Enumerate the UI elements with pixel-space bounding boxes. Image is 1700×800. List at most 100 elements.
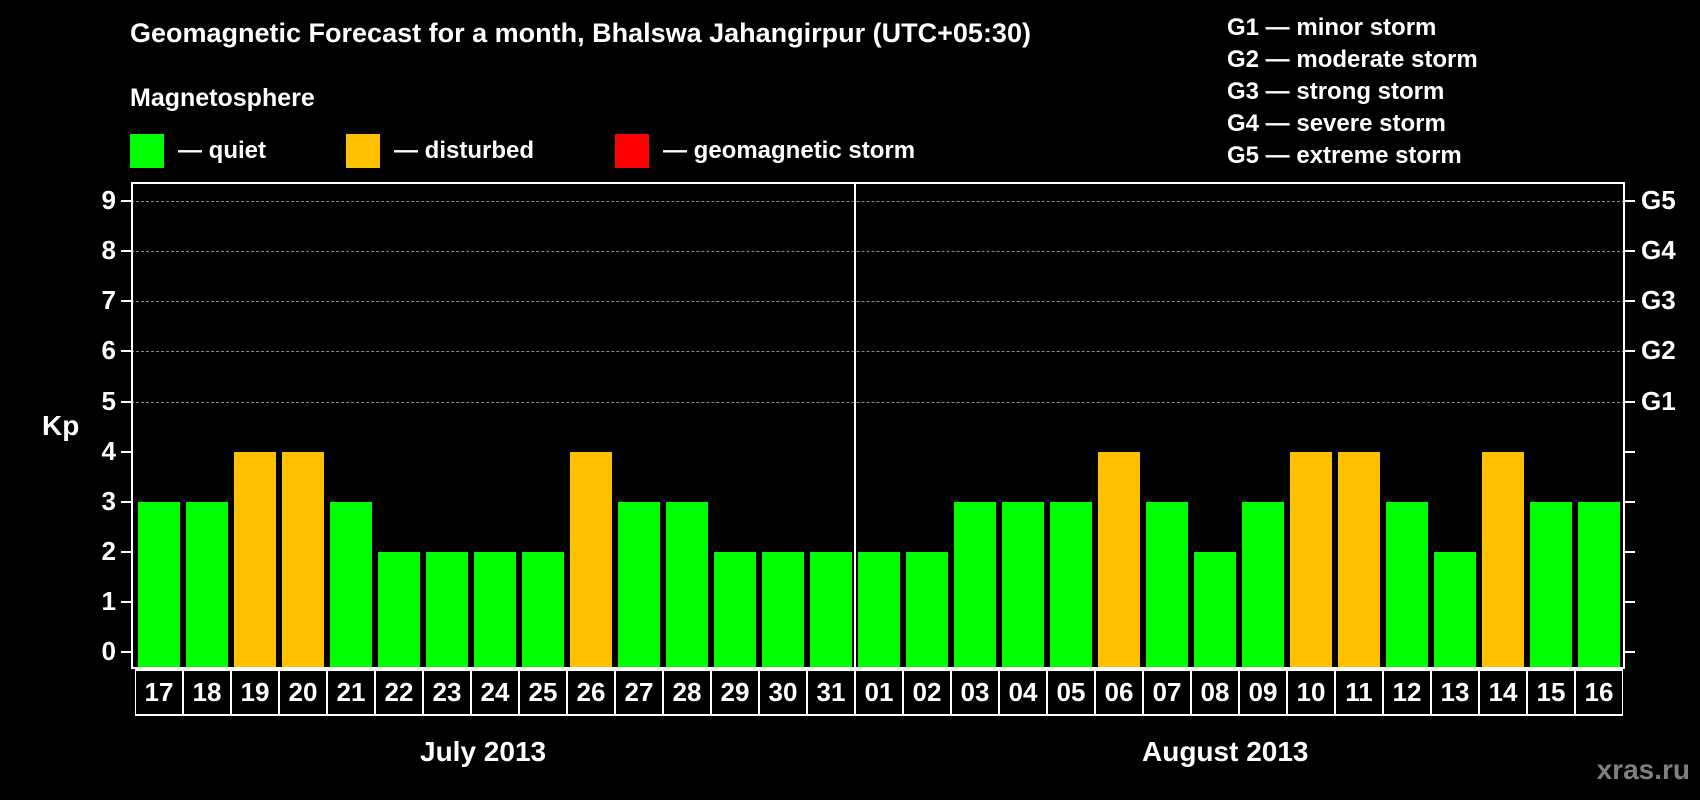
kp-bar [858,552,900,667]
kp-bar [1578,502,1620,667]
kp-bar [138,502,180,667]
y-tick-label: 4 [101,436,116,466]
legend-disturbed-label: — disturbed [394,137,535,164]
date-cell: 10 [1287,669,1335,716]
kp-bar [330,502,372,667]
storm-scale-g3: G3 — strong storm [1227,78,1445,105]
storm-level-label: G3 [1641,285,1676,315]
kp-bar [234,452,276,667]
y-tick-left [121,250,131,252]
date-cell: 22 [375,669,423,716]
date-cell: 24 [471,669,519,716]
kp-bar [666,502,708,667]
month-label-july: July 2013 [420,736,547,767]
date-cell: 20 [279,669,327,716]
date-cell: 23 [423,669,471,716]
y-tick-right [1625,551,1635,553]
kp-bar [282,452,324,667]
storm-level-label: G1 [1641,386,1676,416]
y-tick-label: 9 [101,185,116,215]
date-cell: 01 [855,669,903,716]
legend-storm-label: — geomagnetic storm [663,137,916,164]
quiet-swatch-icon [130,134,164,168]
y-tick-left [121,651,131,653]
date-cell: 31 [807,669,855,716]
gridline [131,301,1625,302]
kp-bar [1194,552,1236,667]
y-tick-right [1625,350,1635,352]
y-tick-left [121,200,131,202]
kp-bar [474,552,516,667]
kp-bar [1242,502,1284,667]
kp-bar [618,502,660,667]
legend-heading: Magnetosphere [130,84,315,112]
kp-bar [1434,552,1476,667]
y-tick-right [1625,601,1635,603]
date-cell: 14 [1479,669,1527,716]
storm-scale-g4: G4 — severe storm [1227,110,1446,137]
date-cell: 02 [903,669,951,716]
date-cell: 09 [1239,669,1287,716]
date-cell: 04 [999,669,1047,716]
date-cell: 08 [1191,669,1239,716]
date-cell: 15 [1527,669,1575,716]
kp-bar [1338,452,1380,667]
y-tick-right [1625,501,1635,503]
kp-bar [1002,502,1044,667]
legend-quiet-label: — quiet [178,137,266,164]
y-axis-label: Kp [42,410,80,441]
storm-level-label: G4 [1641,235,1676,265]
date-cell: 29 [711,669,759,716]
date-cell: 18 [183,669,231,716]
kp-bar [954,502,996,667]
y-tick-label: 3 [101,486,116,516]
date-cell: 30 [759,669,807,716]
date-cell: 11 [1335,669,1383,716]
month-label-august: August 2013 [1142,736,1309,767]
y-tick-label: 7 [101,285,116,315]
y-tick-label: 6 [101,335,116,365]
y-tick-left [121,401,131,403]
chart-title: Geomagnetic Forecast for a month, Bhalsw… [130,18,1031,48]
legend-disturbed: — disturbed [346,134,534,168]
y-tick-right [1625,401,1635,403]
month-divider [854,182,856,669]
legend-quiet: — quiet [130,134,266,168]
date-cell: 07 [1143,669,1191,716]
plot-frame [131,182,1625,669]
date-cell: 25 [519,669,567,716]
date-cell: 28 [663,669,711,716]
y-tick-left [121,601,131,603]
date-cell: 19 [231,669,279,716]
date-cell: 26 [567,669,615,716]
y-tick-right [1625,300,1635,302]
kp-bar [762,552,804,667]
date-cell: 12 [1383,669,1431,716]
kp-bar [810,552,852,667]
kp-bar [1290,452,1332,667]
y-tick-left [121,451,131,453]
y-tick-left [121,551,131,553]
kp-bar [1098,452,1140,667]
y-tick-right [1625,200,1635,202]
storm-scale-g1: G1 — minor storm [1227,14,1437,41]
kp-bar [426,552,468,667]
date-cell: 03 [951,669,999,716]
y-tick-left [121,350,131,352]
kp-bar [906,552,948,667]
gridline [131,402,1625,403]
y-tick-right [1625,651,1635,653]
storm-scale-legend: G1 — minor storm G2 — moderate storm G3 … [1227,12,1478,172]
kp-bar [186,502,228,667]
gridline [131,351,1625,352]
storm-swatch-icon [615,134,649,168]
disturbed-swatch-icon [346,134,380,168]
y-tick-left [121,501,131,503]
kp-bar [1146,502,1188,667]
kp-bar [1050,502,1092,667]
y-tick-right [1625,250,1635,252]
date-cell: 21 [327,669,375,716]
date-cell: 06 [1095,669,1143,716]
kp-bar [714,552,756,667]
kp-bar [378,552,420,667]
